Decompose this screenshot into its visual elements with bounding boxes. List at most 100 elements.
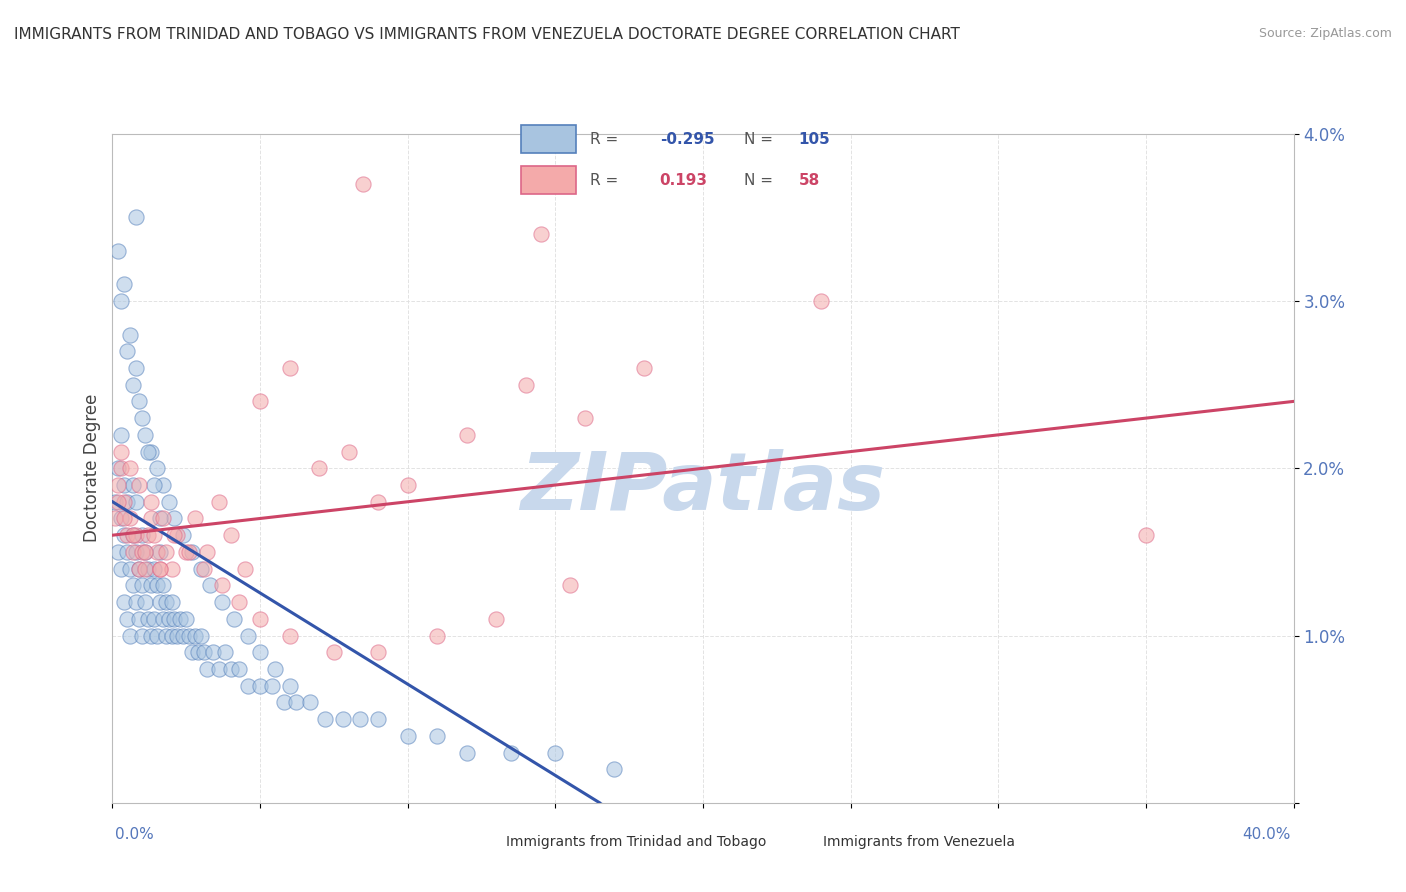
Point xyxy=(195,662,218,676)
Point xyxy=(125,211,148,225)
Y-axis label: Doctorate Degree: Doctorate Degree xyxy=(83,394,101,542)
Point xyxy=(238,679,260,693)
Point xyxy=(122,528,145,542)
Point xyxy=(131,411,153,425)
Text: 0.193: 0.193 xyxy=(659,173,707,187)
Point xyxy=(174,612,197,626)
Point xyxy=(120,461,142,475)
Point xyxy=(157,495,180,509)
Point xyxy=(142,528,165,542)
Point xyxy=(396,729,419,743)
Point xyxy=(155,545,177,559)
Point xyxy=(131,545,153,559)
Text: R =: R = xyxy=(591,132,619,146)
Point xyxy=(134,545,156,559)
Point xyxy=(323,645,346,659)
Point xyxy=(146,628,169,642)
Point xyxy=(110,511,132,525)
Point xyxy=(187,645,209,659)
Point xyxy=(426,729,449,743)
Point xyxy=(208,662,231,676)
Point xyxy=(278,361,301,376)
Point xyxy=(155,628,177,642)
Point xyxy=(166,528,188,542)
Point xyxy=(155,595,177,609)
Point xyxy=(211,578,233,592)
Point xyxy=(125,528,148,542)
Point xyxy=(163,511,186,525)
Point xyxy=(117,528,138,542)
Point xyxy=(136,562,159,576)
Point xyxy=(544,746,567,760)
Point xyxy=(174,545,197,559)
Point xyxy=(120,511,142,525)
Point xyxy=(184,511,207,525)
Point xyxy=(128,562,150,576)
Point xyxy=(299,696,322,710)
Point xyxy=(179,628,201,642)
Point xyxy=(136,528,159,542)
Point xyxy=(249,679,271,693)
Point xyxy=(112,478,135,492)
Point xyxy=(149,595,172,609)
Bar xyxy=(520,166,575,194)
Point xyxy=(603,762,626,776)
Point xyxy=(112,595,135,609)
Point xyxy=(142,612,165,626)
Point xyxy=(172,628,194,642)
Point xyxy=(122,545,145,559)
Point xyxy=(122,528,145,542)
Point xyxy=(120,562,142,576)
Text: Source: ZipAtlas.com: Source: ZipAtlas.com xyxy=(1258,27,1392,40)
Point xyxy=(122,377,145,392)
Point xyxy=(367,495,389,509)
Text: 0.0%: 0.0% xyxy=(115,827,155,841)
Point xyxy=(107,545,129,559)
Point xyxy=(184,628,207,642)
Point xyxy=(139,495,162,509)
Point xyxy=(136,444,159,458)
Point xyxy=(128,394,150,409)
Point xyxy=(284,696,307,710)
Point xyxy=(104,511,127,525)
Point xyxy=(219,528,242,542)
Point xyxy=(278,679,301,693)
Point xyxy=(1135,528,1157,542)
Point xyxy=(456,428,478,442)
Point xyxy=(110,444,132,458)
Point xyxy=(131,628,153,642)
Point xyxy=(107,244,129,258)
Point xyxy=(128,478,150,492)
Point xyxy=(633,361,655,376)
Point xyxy=(146,461,169,475)
Point xyxy=(273,696,295,710)
Point xyxy=(574,411,596,425)
Point xyxy=(337,444,360,458)
Point xyxy=(134,595,156,609)
Point xyxy=(810,294,832,309)
Point xyxy=(149,545,172,559)
Point xyxy=(112,528,135,542)
Point xyxy=(134,545,156,559)
Point xyxy=(193,562,215,576)
Point xyxy=(152,612,174,626)
Point xyxy=(485,612,508,626)
Point xyxy=(149,511,172,525)
Text: N =: N = xyxy=(744,132,773,146)
Point xyxy=(125,545,148,559)
Point xyxy=(125,361,148,376)
Point xyxy=(131,528,153,542)
Point xyxy=(222,612,245,626)
Point xyxy=(110,294,132,309)
Point xyxy=(122,578,145,592)
Point xyxy=(201,645,224,659)
Point xyxy=(169,612,191,626)
Point xyxy=(166,628,188,642)
Point xyxy=(211,595,233,609)
Point xyxy=(139,628,162,642)
Point xyxy=(112,277,135,292)
Point xyxy=(146,578,169,592)
Point xyxy=(515,377,537,392)
Point xyxy=(249,394,271,409)
Point xyxy=(146,545,169,559)
